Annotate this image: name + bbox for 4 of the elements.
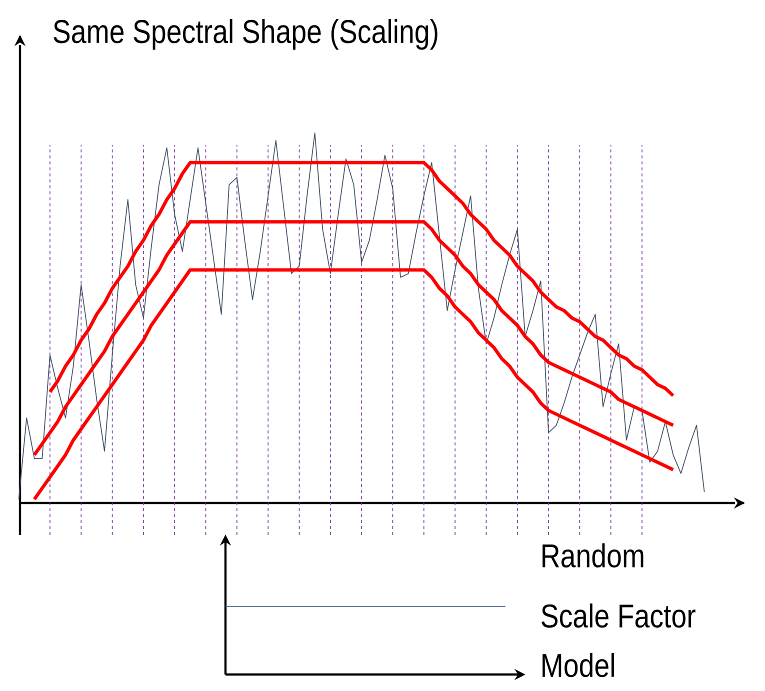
text: Scale Factor [542, 603, 696, 628]
chart-title: Same Spectral Shape (Scaling) [54, 19, 438, 50]
text: Model [542, 652, 614, 678]
text: Random [542, 543, 644, 568]
